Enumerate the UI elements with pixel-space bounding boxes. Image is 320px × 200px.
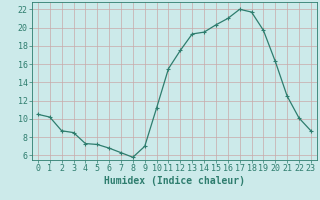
X-axis label: Humidex (Indice chaleur): Humidex (Indice chaleur) (104, 176, 245, 186)
